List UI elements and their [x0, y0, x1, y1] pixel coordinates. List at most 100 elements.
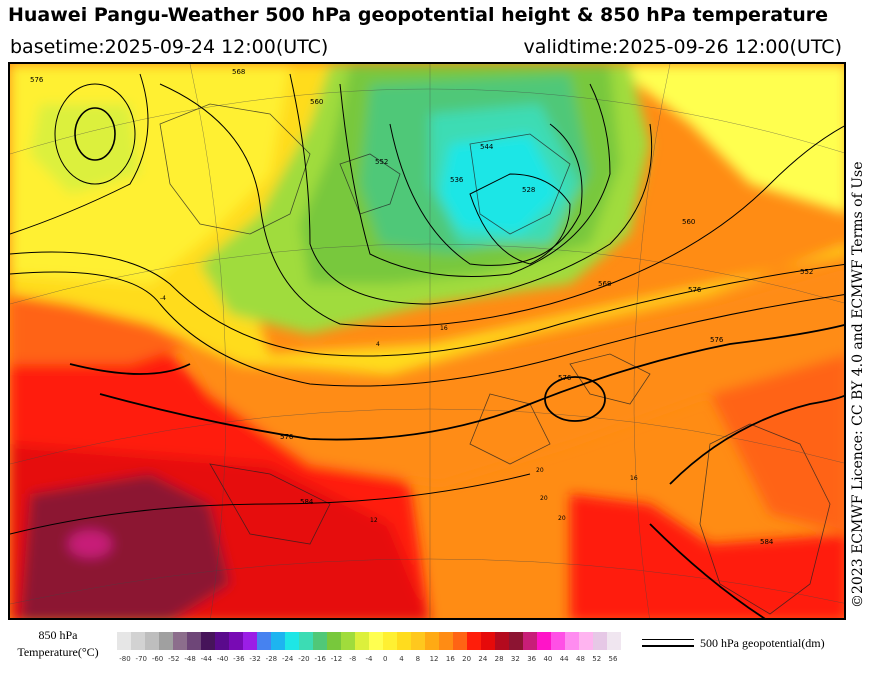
scale-tick-label: 0 — [383, 655, 388, 663]
color-scale-cell — [201, 632, 215, 650]
coastlines — [159, 103, 831, 615]
color-scale-cell — [145, 632, 159, 650]
scale-tick-label: 52 — [592, 655, 602, 663]
scale-tick-label: 40 — [543, 655, 553, 663]
scale-tick-label: -40 — [216, 655, 229, 663]
contour-label: 552 — [375, 158, 388, 166]
scale-tick-label: 8 — [415, 655, 421, 663]
scale-tick-label: 16 — [445, 655, 455, 663]
scale-tick-label: -60 — [151, 655, 164, 663]
color-scale-cell — [467, 632, 481, 650]
color-scale-cell — [439, 632, 453, 650]
color-scale-cell — [397, 632, 411, 650]
color-scale-cell — [229, 632, 243, 650]
contour-label: 568 — [232, 68, 245, 76]
temperature-shading — [10, 64, 844, 618]
map-title: Huawei Pangu-Weather 500 hPa geopotentia… — [8, 4, 828, 26]
contour-label: 576 — [558, 374, 572, 382]
scale-tick-label: 20 — [462, 655, 472, 663]
geopotential-legend: 500 hPa geopotential(dm) — [642, 636, 870, 652]
temp-label: -4 — [160, 295, 166, 302]
contour-label: 528 — [522, 186, 535, 194]
temp-label: 16 — [630, 475, 638, 482]
scale-tick-label: -16 — [314, 655, 326, 663]
color-scale-cell — [215, 632, 229, 650]
scale-tick-label: -12 — [330, 655, 343, 663]
temp-label: 20 — [536, 467, 544, 474]
geopotential-legend-lines — [642, 639, 694, 647]
color-scale-cell — [299, 632, 313, 650]
licence-text: ©2023 ECMWF Licence: CC BY 4.0 and ECMWF… — [850, 161, 866, 609]
scale-tick-label: 12 — [429, 655, 439, 663]
color-scale-cell — [271, 632, 285, 650]
temperature-color-scale — [117, 632, 621, 652]
contour-label: 560 — [310, 98, 323, 106]
contour-label: 576 — [688, 286, 702, 294]
graticule — [10, 64, 844, 618]
basetime-label: basetime:2025-09-24 12:00(UTC) — [10, 36, 329, 58]
scale-tick-label: 48 — [575, 655, 585, 663]
scale-tick-label: -20 — [298, 655, 310, 663]
color-scale-cell — [117, 632, 131, 650]
color-scale-cell — [285, 632, 299, 650]
scale-tick-label: -52 — [168, 655, 180, 663]
color-scale-cell — [411, 632, 425, 650]
scale-tick-label: -80 — [119, 655, 131, 663]
scale-tick-label: 44 — [559, 655, 569, 663]
scale-tick-label: 56 — [608, 655, 618, 663]
color-scale-cell — [551, 632, 565, 650]
scale-tick-label: -48 — [184, 655, 196, 663]
scale-tick-label: -44 — [200, 655, 213, 663]
color-scale-cell — [453, 632, 467, 650]
contour-label: 584 — [760, 538, 774, 546]
color-scale-cell — [509, 632, 523, 650]
weather-map[interactable]: 576 568 560 552 544 536 528 568 576 584 … — [8, 62, 846, 620]
contour-label: 576 — [280, 433, 294, 441]
temp-label: 16 — [440, 325, 448, 332]
color-scale-cell — [383, 632, 397, 650]
color-scale-cell — [593, 632, 607, 650]
scale-tick-label: -24 — [281, 655, 294, 663]
color-scale-cell — [187, 632, 201, 650]
color-scale-cell — [537, 632, 551, 650]
weather-map-canvas: 576 568 560 552 544 536 528 568 576 584 … — [10, 64, 844, 618]
temperature-legend-line2: Temperature(°C) — [17, 645, 99, 659]
scale-tick-label: -32 — [249, 655, 261, 663]
contour-label: 536 — [450, 176, 464, 184]
contour-label: 576 — [710, 336, 724, 344]
color-scale-cell — [607, 632, 621, 650]
color-scale-cell — [173, 632, 187, 650]
color-scale-cell — [425, 632, 439, 650]
color-scale-cell — [341, 632, 355, 650]
color-scale-cell — [565, 632, 579, 650]
temp-label-group: 16 20 20 20 12 16 -4 4 — [160, 295, 638, 524]
contour-label: 544 — [480, 143, 494, 151]
contour-label: 568 — [598, 280, 611, 288]
color-scale-cell — [481, 632, 495, 650]
scale-tick-label: 24 — [478, 655, 488, 663]
color-scale-cell — [131, 632, 145, 650]
scale-tick-label: 28 — [494, 655, 504, 663]
contour-label: 552 — [800, 268, 813, 276]
validtime-label: validtime:2025-09-26 12:00(UTC) — [523, 36, 842, 58]
color-scale-cell — [257, 632, 271, 650]
temp-label: 20 — [558, 515, 566, 522]
contour-label-group: 576 568 560 552 544 536 528 568 576 584 … — [30, 68, 813, 546]
scale-tick-label: 32 — [510, 655, 520, 663]
geopotential-legend-label: 500 hPa geopotential(dm) — [700, 636, 825, 650]
color-scale-cell — [495, 632, 509, 650]
scale-tick-label: 4 — [399, 655, 404, 663]
scale-tick-label: -28 — [265, 655, 278, 663]
contour-label: 576 — [30, 76, 44, 84]
color-scale-cell — [579, 632, 593, 650]
color-scale-cell — [243, 632, 257, 650]
temp-label: 4 — [376, 341, 380, 348]
temperature-legend-line1: 850 hPa — [38, 628, 78, 642]
color-scale-cell — [159, 632, 173, 650]
contour-label: 560 — [682, 218, 695, 226]
color-scale-cell — [369, 632, 383, 650]
temperature-legend-label: 850 hPa Temperature(°C) — [10, 627, 106, 661]
temp-label: 12 — [370, 517, 378, 524]
temp-label: 20 — [540, 495, 548, 502]
color-scale-cell — [355, 632, 369, 650]
